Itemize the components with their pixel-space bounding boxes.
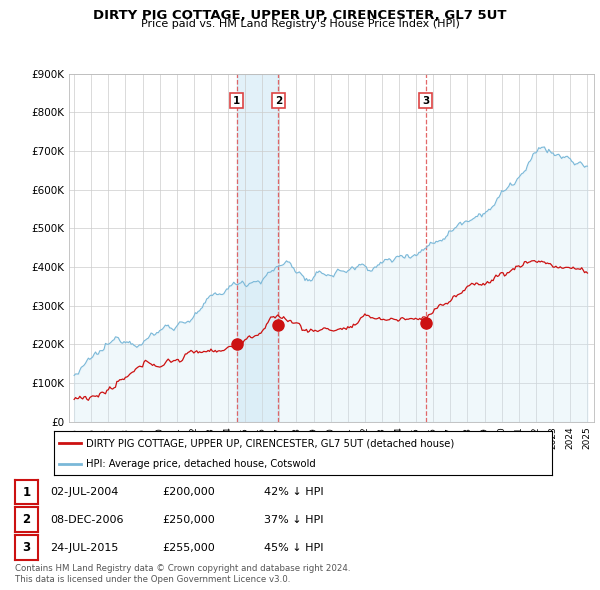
Text: HPI: Average price, detached house, Cotswold: HPI: Average price, detached house, Cots… [86,459,316,469]
Text: 24-JUL-2015: 24-JUL-2015 [50,543,118,552]
Text: 2: 2 [22,513,31,526]
Text: £200,000: £200,000 [162,487,215,497]
Text: Contains HM Land Registry data © Crown copyright and database right 2024.: Contains HM Land Registry data © Crown c… [15,565,350,573]
Text: 3: 3 [22,541,31,554]
Text: 42% ↓ HPI: 42% ↓ HPI [264,487,323,497]
Text: 1: 1 [233,96,240,106]
Text: 3: 3 [422,96,429,106]
Bar [236,74,278,422]
Text: 02-JUL-2004: 02-JUL-2004 [50,487,118,497]
Text: 45% ↓ HPI: 45% ↓ HPI [264,543,323,552]
Text: This data is licensed under the Open Government Licence v3.0.: This data is licensed under the Open Gov… [15,575,290,584]
Text: Price paid vs. HM Land Registry's House Price Index (HPI): Price paid vs. HM Land Registry's House … [140,19,460,30]
Text: 37% ↓ HPI: 37% ↓ HPI [264,515,323,525]
Text: £250,000: £250,000 [162,515,215,525]
Text: £255,000: £255,000 [162,543,215,552]
Text: DIRTY PIG COTTAGE, UPPER UP, CIRENCESTER, GL7 5UT (detached house): DIRTY PIG COTTAGE, UPPER UP, CIRENCESTER… [86,438,455,448]
Text: 08-DEC-2006: 08-DEC-2006 [50,515,124,525]
Text: DIRTY PIG COTTAGE, UPPER UP, CIRENCESTER, GL7 5UT: DIRTY PIG COTTAGE, UPPER UP, CIRENCESTER… [93,9,507,22]
Text: 1: 1 [22,486,31,499]
Text: 2: 2 [275,96,282,106]
